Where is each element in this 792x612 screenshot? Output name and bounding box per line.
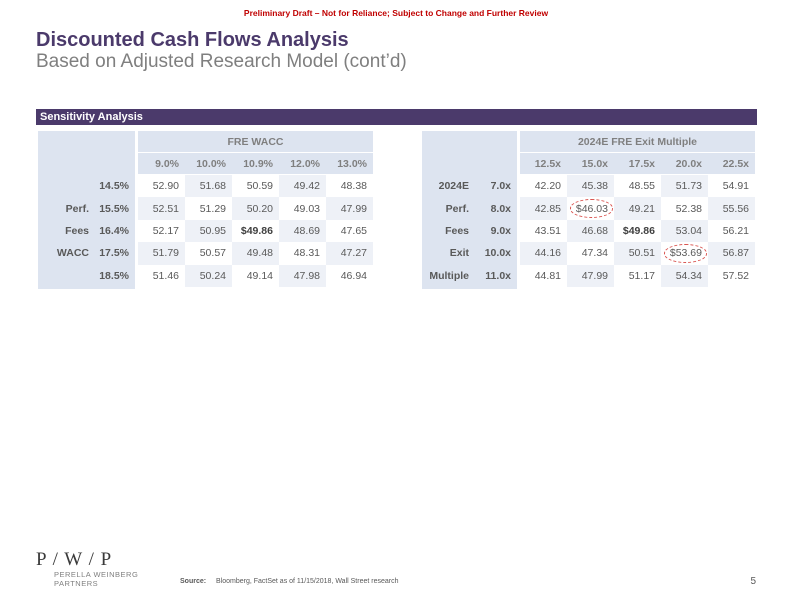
subtitle: Based on Adjusted Research Model (cont’d… [36, 51, 407, 72]
source-label: Source: [180, 578, 207, 585]
value-cell: 45.38 [567, 175, 614, 198]
value-cell: 47.34 [567, 242, 614, 265]
page-number: 5 [750, 576, 756, 587]
value-cell: 53.04 [661, 219, 708, 243]
value-cell: 48.38 [326, 175, 373, 198]
value-cell: 56.21 [708, 219, 755, 243]
value-cell: 49.48 [232, 242, 279, 265]
value-cell: 46.94 [326, 264, 373, 287]
value-cell: 48.69 [279, 219, 326, 243]
value-cell: 47.99 [567, 264, 614, 287]
row-key: 9.0x [490, 224, 511, 237]
row-key: 16.4% [99, 224, 129, 237]
column-header: 13.0% [326, 153, 373, 174]
column-header: 20.0x [661, 153, 708, 174]
column-header: 12.0% [279, 153, 326, 174]
value-cell: 44.16 [520, 242, 567, 265]
value-cell: 51.29 [185, 197, 232, 220]
value-cell: $49.86 [232, 219, 279, 243]
highlight-circle [664, 244, 707, 263]
value-cell: 52.90 [138, 175, 185, 198]
value-cell: 50.59 [232, 175, 279, 198]
section-banner: Sensitivity Analysis [36, 109, 757, 125]
value-cell: 50.20 [232, 197, 279, 220]
draft-notice: Preliminary Draft – Not for Reliance; Su… [243, 8, 549, 18]
value-cell: 52.17 [138, 219, 185, 243]
value-cell: 49.03 [279, 197, 326, 220]
value-cell: $49.86 [614, 219, 661, 243]
title: Discounted Cash Flows Analysis [36, 29, 349, 51]
value-cell: 52.38 [661, 197, 708, 220]
row-group-label: 2024E [438, 180, 469, 193]
value-cell: 52.51 [138, 197, 185, 220]
value-cell: 44.81 [520, 264, 567, 287]
column-header: 12.5x [520, 153, 567, 174]
value-cell: 49.21 [614, 197, 661, 220]
row-key: 8.0x [490, 202, 511, 215]
value-cell: 48.31 [279, 242, 326, 265]
row-group-label: Multiple [429, 269, 469, 282]
value-cell: 50.57 [185, 242, 232, 265]
value-cell: 49.42 [279, 175, 326, 198]
value-cell: 54.34 [661, 264, 708, 287]
firm-name: PERELLA WEINBERG PARTNERS [54, 570, 139, 588]
value-cell: 47.27 [326, 242, 373, 265]
value-cell: 57.52 [708, 264, 755, 287]
value-cell: 51.17 [614, 264, 661, 287]
value-cell: 46.68 [567, 219, 614, 243]
logo: P / W / P [36, 549, 113, 570]
value-cell: 56.87 [708, 242, 755, 265]
value-cell: 43.51 [520, 219, 567, 243]
column-header: 10.0% [185, 153, 232, 174]
row-group-label: Perf. [445, 202, 469, 215]
row-key: 17.5% [99, 247, 129, 260]
value-cell: 55.56 [708, 197, 755, 220]
row-key: 11.0x [485, 269, 511, 282]
row-group-label: Fees [445, 224, 469, 237]
column-header: 17.5x [614, 153, 661, 174]
value-cell: 47.65 [326, 219, 373, 243]
value-cell: 47.98 [279, 264, 326, 287]
value-cell: 51.73 [661, 175, 708, 198]
row-key: 14.5% [99, 180, 129, 193]
row-group-label: WACC [56, 247, 89, 260]
row-key: 18.5% [99, 269, 129, 282]
value-cell: 50.51 [614, 242, 661, 265]
row-key: 7.0x [490, 180, 511, 193]
row-key: 10.0x [484, 247, 511, 260]
row-group-label: Exit [449, 247, 469, 260]
value-cell: 42.85 [520, 197, 567, 220]
value-cell: 42.20 [520, 175, 567, 198]
source: Bloomberg, FactSet as of 11/15/2018, Wal… [216, 578, 399, 585]
column-header: 22.5x [708, 153, 755, 174]
column-header: 15.0x [567, 153, 614, 174]
value-cell: 49.14 [232, 264, 279, 287]
table-title: 2024E FRE Exit Multiple [520, 131, 755, 152]
value-cell: 50.95 [185, 219, 232, 243]
row-key: 15.5% [99, 202, 129, 215]
row-group-label: Perf. [65, 202, 89, 215]
column-header: 9.0% [138, 153, 185, 174]
column-header: 10.9% [232, 153, 279, 174]
value-cell: 47.99 [326, 197, 373, 220]
value-cell: 51.46 [138, 264, 185, 287]
table-header-bg [422, 131, 517, 289]
value-cell: 48.55 [614, 175, 661, 198]
table-header-bg [38, 131, 135, 289]
value-cell: 51.68 [185, 175, 232, 198]
highlight-circle [570, 199, 613, 218]
value-cell: 54.91 [708, 175, 755, 198]
value-cell: 50.24 [185, 264, 232, 287]
value-cell: 51.79 [138, 242, 185, 265]
table-title: FRE WACC [138, 131, 373, 152]
row-group-label: Fees [65, 224, 89, 237]
